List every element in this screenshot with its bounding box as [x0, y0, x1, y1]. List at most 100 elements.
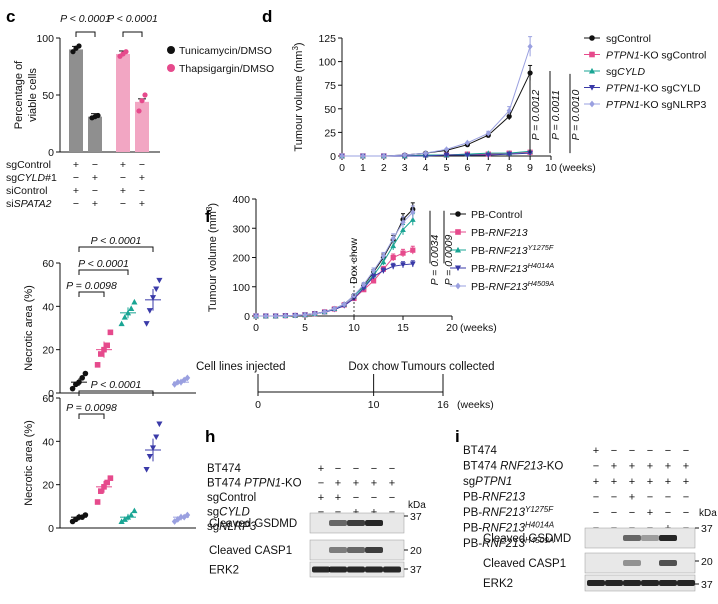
data-point [181, 513, 187, 521]
data-point [485, 130, 491, 137]
data-point [149, 445, 157, 451]
blot-row-label-part: sg [207, 507, 219, 519]
p-value-label: P < 0.0001 [107, 13, 158, 25]
panel-h-western-blot: BT474 + − − − −BT474 PTPN1-KO − + + + +sgControl + +… [207, 463, 426, 578]
y-tick-label: 200 [232, 253, 250, 265]
y-tick-label: 50 [42, 90, 54, 102]
data-point [95, 112, 101, 119]
blot-sign: − [665, 507, 671, 519]
p-value-label: P < 0.0001 [60, 13, 111, 25]
data-point [390, 263, 397, 270]
blot-row-label-part: H4509A [525, 536, 554, 545]
data-point [410, 247, 416, 253]
blot-sign: − [593, 461, 599, 473]
blot-sign: + [353, 507, 359, 519]
data-point [143, 321, 150, 327]
x-axis-label: (weeks) [559, 162, 596, 174]
data-point [104, 479, 110, 486]
blot-band [365, 520, 383, 526]
marker-label: 20 [701, 556, 713, 568]
condition-label-part: CYLD [17, 172, 45, 184]
blot-row-label-part: PTPN1 [475, 476, 512, 488]
legend-marker [589, 51, 595, 58]
blot-sign: + [611, 476, 617, 488]
legend-label: PB-RNF213H4014A [471, 261, 554, 276]
legend-marker [455, 282, 461, 290]
blot-band [347, 547, 365, 553]
data-point [400, 262, 406, 268]
data-point [302, 311, 308, 318]
data-point [371, 278, 377, 284]
legend-label: PTPN1-KO sgControl [606, 50, 706, 62]
y-tick-label: 40 [42, 436, 54, 448]
legend-label-part: CYLD [617, 66, 645, 78]
bar [88, 116, 102, 152]
data-point [118, 320, 125, 327]
panel-f-line-chart: 0 100 200 300 400 0 5 10 15 20 (weeks) Tumour volum… [205, 194, 555, 334]
blot-row-label-part: PB- [463, 492, 482, 504]
legend-label: Thapsigargin/DMSO [179, 63, 274, 75]
legend-label-part: PTPN1 [606, 99, 640, 111]
condition-sign: + [92, 198, 98, 210]
p-value-label: P = 0.0010 [570, 89, 582, 140]
y-axis-label: Tumour volume (mm3) [291, 42, 306, 151]
blot-sign: + [318, 492, 324, 504]
panel-letter-h: h [205, 427, 215, 446]
blot-sign: + [629, 461, 635, 473]
y-axis-label-part: Tumour volume (mm [207, 211, 219, 312]
data-point [124, 309, 132, 316]
data-point [381, 152, 387, 160]
condition-sign: + [73, 185, 79, 197]
blot-sign: + [593, 445, 599, 457]
blot-row-label-part: sgControl [207, 492, 256, 504]
x-tick-label: 2 [381, 162, 387, 174]
significance-bracket [78, 246, 154, 252]
condition-label-part: sg [6, 172, 17, 184]
blot-sign: + [683, 461, 689, 473]
x-tick-label: 0 [253, 322, 259, 334]
data-point [104, 342, 110, 349]
blot-membrane [584, 552, 696, 574]
blot-row-label-part: Y1275F [525, 505, 554, 514]
data-point [121, 516, 128, 522]
condition-sign: + [120, 185, 126, 197]
band-label: ERK2 [209, 565, 239, 577]
data-point [118, 518, 125, 525]
data-point [527, 43, 533, 50]
data-point [79, 375, 85, 381]
x-tick-label: 0 [339, 162, 345, 174]
legend-label-part: PTPN1 [606, 83, 640, 95]
p-value-label: P = 0.0009 [443, 234, 455, 285]
legend-label-part: PB- [471, 281, 489, 293]
blot-band [329, 566, 347, 573]
legend-marker [454, 265, 462, 272]
data-point [390, 254, 396, 261]
legend-label-part: RNF213 [489, 281, 528, 293]
kda-label: kDa [408, 500, 426, 511]
data-point [107, 329, 114, 336]
blot-band [623, 580, 641, 586]
condition-sign: + [139, 172, 145, 184]
data-point [380, 259, 387, 265]
condition-sign: − [139, 185, 145, 197]
condition-label-part: SPATA2 [14, 198, 52, 210]
y-tick-label: 0 [48, 388, 54, 400]
condition-sign: − [92, 159, 98, 171]
timeline-tick-label: 0 [255, 399, 261, 411]
data-point [175, 378, 181, 386]
blot-band [659, 580, 677, 586]
blot-sign: + [629, 476, 635, 488]
legend-label: PB-RNF213H4509A [471, 279, 554, 294]
marker-label: 20 [410, 545, 422, 557]
blot-sign: − [647, 445, 653, 457]
blot-sign: − [611, 445, 617, 457]
data-point [153, 286, 160, 293]
data-point [146, 308, 153, 314]
timeline-tick-label: 16 [437, 399, 449, 411]
legend-marker [455, 229, 461, 235]
data-point [76, 379, 82, 385]
y-tick-label: 400 [232, 194, 250, 206]
blot-band [383, 566, 401, 573]
blot-sign: − [647, 492, 653, 504]
data-point [331, 305, 337, 312]
